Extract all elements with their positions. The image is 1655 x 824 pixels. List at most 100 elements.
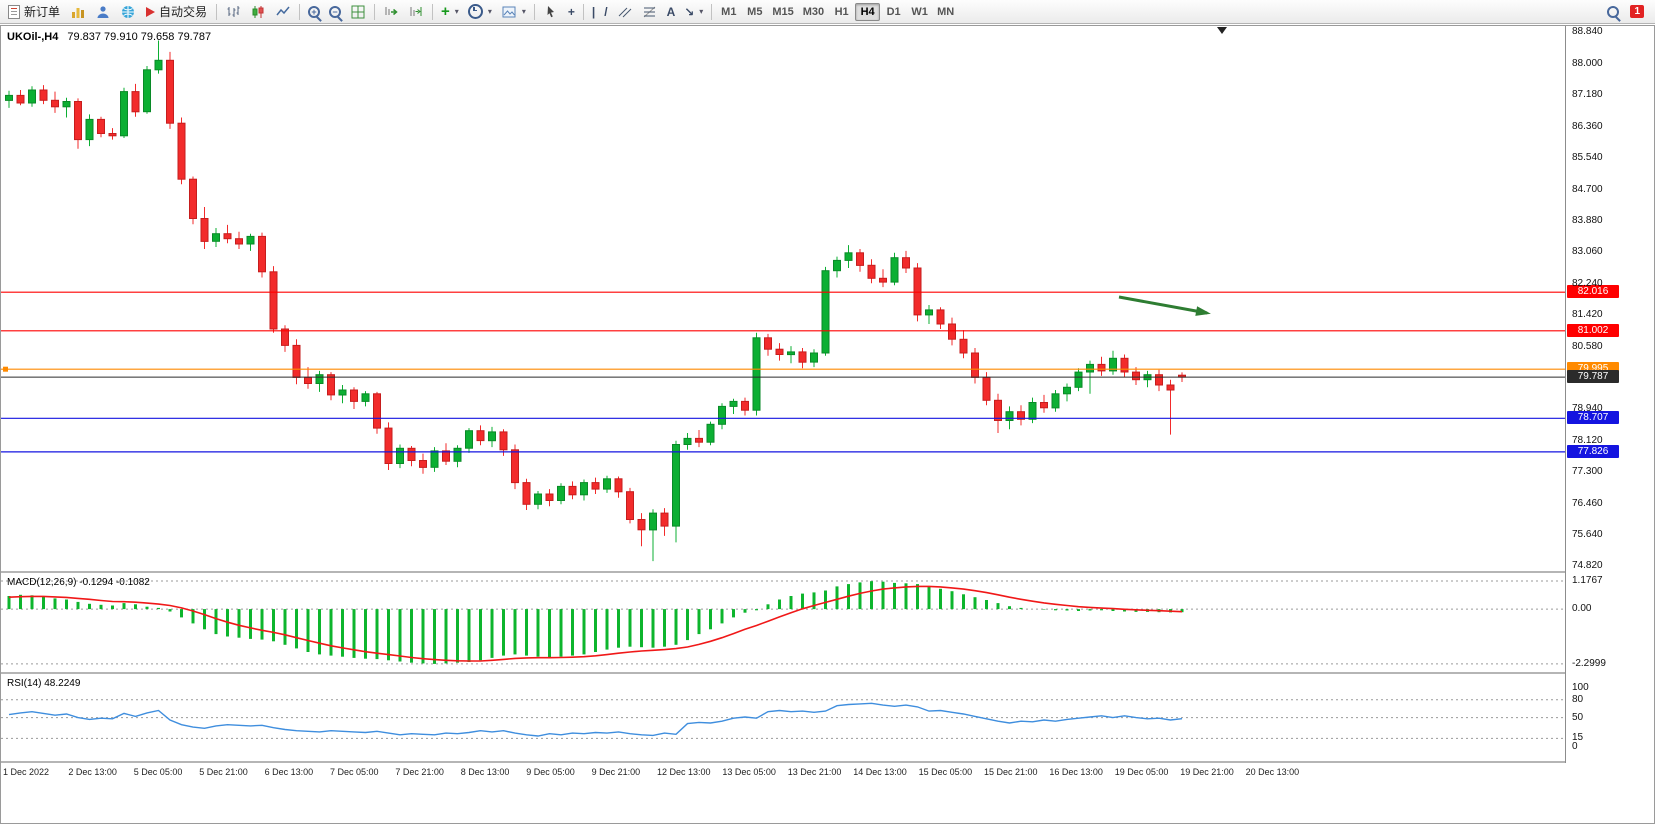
auto-trading-button[interactable]: 自动交易 [141,2,212,22]
price-tick: 78.940 [1572,403,1603,415]
fibonacci-button[interactable] [638,2,662,22]
pane-resize-handle[interactable] [1,571,1654,573]
chart-shift-icon [410,6,422,16]
bar-chart-icon [227,5,240,17]
tile-windows-button[interactable] [346,2,370,22]
chart-shift-marker[interactable] [1217,27,1227,34]
new-chart-button[interactable] [66,2,90,22]
text-icon: A [666,4,676,19]
time-axis-label: 9 Dec 21:00 [591,767,641,777]
rsi-pane-canvas[interactable] [1,676,1565,761]
zoom-out-button[interactable]: − [325,2,345,22]
bars-chart-button[interactable] [221,2,245,22]
new-order-icon [8,4,20,19]
time-axis-label: 8 Dec 13:00 [460,767,510,777]
pane-resize-handle[interactable] [1,761,1654,763]
price-tick: 84.700 [1572,183,1603,195]
macd-pane-canvas[interactable] [1,575,1565,672]
rsi-line [8,702,1183,737]
candlestick-chart-icon [252,5,264,18]
time-axis-label: 16 Dec 13:00 [1049,767,1103,777]
dropdown-caret-icon: ▾ [699,7,704,16]
auto-scroll-icon [385,6,398,15]
rsi-scale-tick: 0 [1572,741,1578,753]
arrows-button[interactable]: ↘ ▾ [680,2,707,22]
time-axis[interactable]: 1 Dec 2022 2 Dec 13:00 5 Dec 05:00 5 Dec 21… [1,763,1654,785]
price-tick: 82.240 [1572,277,1603,289]
channel-icon [618,7,631,17]
trendline-icon: / [604,4,608,19]
toolbar-separator [432,3,434,20]
time-axis-label: 12 Dec 13:00 [657,767,711,777]
timeframe-h4[interactable]: H4 [855,2,881,21]
timeframe-mn[interactable]: MN [933,3,958,21]
profiles-button[interactable] [91,2,115,22]
macd-scale-tick: 0.00 [1572,603,1592,615]
cursor-button[interactable] [539,2,563,22]
rsi-scale-tick: 50 [1572,711,1584,723]
zoom-in-button[interactable]: + [304,2,324,22]
line-anchor[interactable] [3,366,8,372]
candles-chart-button[interactable] [246,2,270,22]
chart-window: 82.016 81.002 79.995 78.707 77.826 79.787 88.8… [0,25,1655,824]
timeframe-m15[interactable]: M15 [768,3,797,21]
time-axis-label: 9 Dec 05:00 [526,767,575,777]
channel-button[interactable] [613,2,637,22]
tile-windows-icon [351,5,365,18]
chart-shift-button[interactable] [404,2,428,22]
search-button[interactable] [1603,2,1623,22]
toolbar-separator [374,3,376,20]
time-axis-label: 5 Dec 21:00 [199,767,248,777]
macd-histogram [7,581,1184,664]
chart-ohlc-values: 79.837 79.910 79.658 79.787 [67,31,212,43]
price-axis[interactable]: 82.016 81.002 79.995 78.707 77.826 79.787 88.8… [1565,26,1654,763]
zoom-out-sign: − [332,6,338,17]
arrows-icon: ↘ [684,4,695,19]
dropdown-caret-icon: ▾ [521,7,526,16]
market-watch-button[interactable] [116,2,140,22]
price-tick: 74.820 [1572,560,1603,572]
price-tick: 88.000 [1572,58,1603,70]
new-order-button[interactable]: 新订单 [3,2,65,22]
arrow-object[interactable] [1118,295,1208,315]
price-tick: 75.640 [1572,529,1603,541]
arrow-head [1195,306,1211,316]
notification-badge[interactable]: 1 [1630,5,1644,18]
fibonacci-icon [643,6,655,17]
time-axis-label: 1 Dec 2022 [3,767,50,777]
main-toolbar: 新订单 自动交易 + − [0,0,1655,24]
chart-symbol-period: UKOil-,H4 [7,31,59,43]
macd-signal-line [8,585,1183,662]
cursor-icon [547,5,554,17]
text-button[interactable]: A [663,2,680,22]
auto-scroll-button[interactable] [379,2,403,22]
time-axis-label: 7 Dec 05:00 [330,767,379,777]
time-axis-label: 15 Dec 05:00 [918,767,973,777]
pane-resize-handle[interactable] [1,672,1654,674]
timeframe-m5[interactable]: M5 [742,3,767,21]
crosshair-button[interactable]: + [564,2,579,22]
timeframe-d1[interactable]: D1 [881,3,906,21]
price-tick: 78.120 [1572,434,1603,446]
timeframe-w1[interactable]: W1 [907,3,932,21]
toolbar-separator [582,3,584,20]
timeframe-m1[interactable]: M1 [716,3,741,21]
indicators-button[interactable]: + ▾ [437,2,463,22]
vertical-line-button[interactable]: | [588,2,599,22]
price-chart-canvas[interactable] [1,26,1565,571]
time-axis-label: 6 Dec 13:00 [264,767,314,777]
price-tick: 87.180 [1572,89,1603,101]
templates-button[interactable]: ▾ [497,2,530,22]
time-axis-label: 19 Dec 05:00 [1114,767,1169,777]
timeframe-m30[interactable]: M30 [799,3,828,21]
periods-button[interactable]: ▾ [464,2,496,22]
price-tag: 78.707 [1567,411,1619,425]
trendline-button[interactable]: / [600,2,611,22]
macd-scale-tick: 1.1767 [1572,575,1603,587]
price-tag: 81.002 [1567,323,1619,337]
market-watch-icon [122,5,135,18]
line-chart-button[interactable] [271,2,295,22]
timeframe-h1[interactable]: H1 [829,3,854,21]
time-axis-label: 20 Dec 13:00 [1245,767,1300,777]
